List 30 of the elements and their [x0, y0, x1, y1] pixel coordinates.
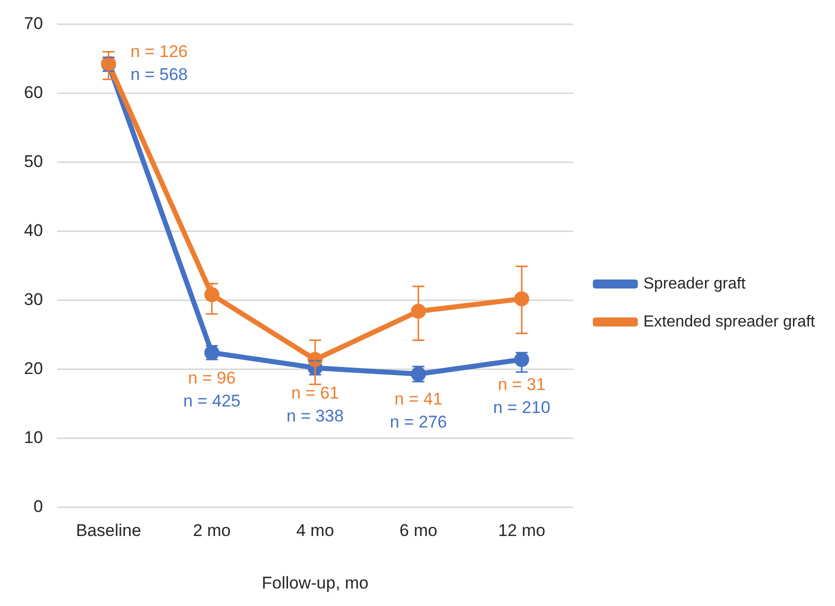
annotation: n = 276	[390, 412, 448, 432]
point	[204, 287, 220, 302]
y-tick-label: 40	[24, 220, 43, 240]
annotation: n = 61	[291, 384, 339, 403]
y-tick-label: 60	[24, 82, 43, 102]
annotation: n = 210	[493, 398, 550, 418]
annotation: n = 568	[130, 65, 188, 84]
y-tick-label: 0	[33, 496, 43, 516]
x-tick-label: 4 mo	[296, 521, 334, 540]
y-tick-label: 50	[24, 152, 43, 171]
annotation: n = 41	[394, 390, 442, 409]
legend-label: Extended spreader graft	[643, 313, 816, 330]
point	[514, 291, 530, 306]
point	[410, 304, 426, 319]
annotation: n = 31	[498, 375, 546, 394]
point	[514, 352, 530, 368]
annotation: n = 96	[188, 368, 236, 388]
y-tick-label: 10	[24, 428, 43, 447]
x-axis-title: Follow-up, mo	[262, 573, 369, 592]
x-tick-label: 2 mo	[192, 521, 231, 540]
y-tick-label: 30	[24, 290, 43, 309]
annotation: n = 338	[286, 406, 344, 426]
annotation: n = 126	[130, 42, 188, 62]
annotation: n = 425	[183, 391, 240, 410]
y-tick-label: 20	[24, 358, 43, 378]
legend-label: Spreader graft	[643, 275, 746, 292]
x-tick-label: 12 mo	[498, 521, 546, 540]
y-tick-label: 70	[24, 14, 43, 33]
x-tick-label: 6 mo	[400, 521, 438, 540]
x-tick-label: Baseline	[76, 521, 142, 540]
